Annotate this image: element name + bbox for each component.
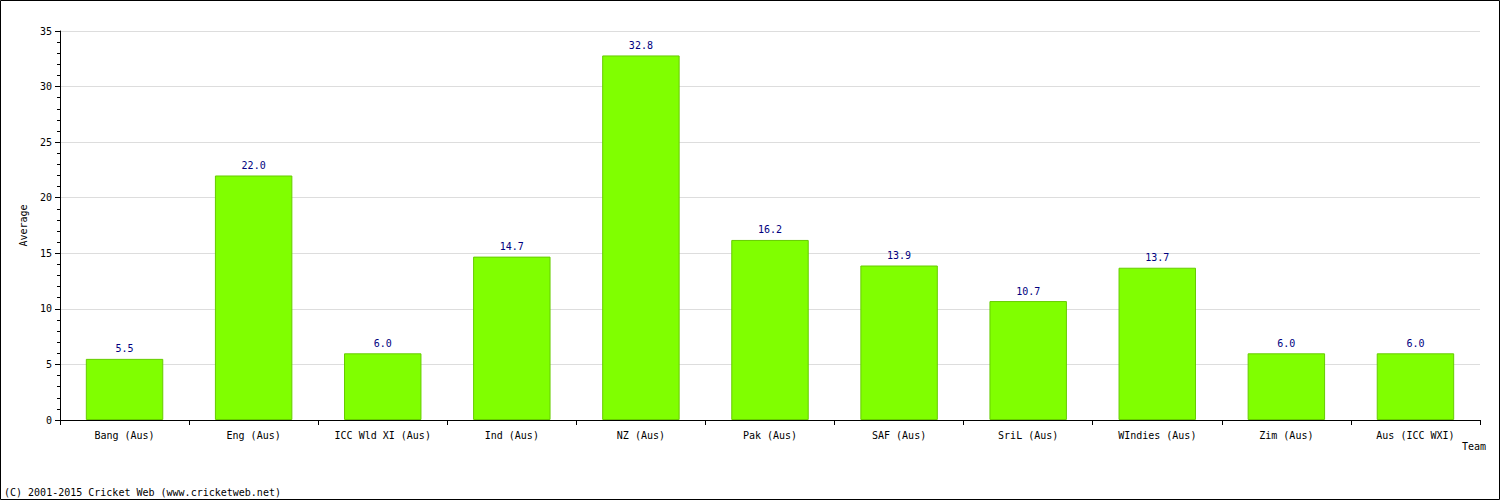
- svg-text:15: 15: [40, 248, 52, 259]
- svg-text:NZ (Aus): NZ (Aus): [617, 430, 665, 441]
- svg-text:25: 25: [40, 137, 52, 148]
- svg-text:WIndies (Aus): WIndies (Aus): [1118, 430, 1196, 441]
- svg-text:Eng (Aus): Eng (Aus): [227, 430, 281, 441]
- svg-text:Zim (Aus): Zim (Aus): [1259, 430, 1313, 441]
- svg-text:Ind (Aus): Ind (Aus): [485, 430, 539, 441]
- svg-text:Average: Average: [18, 204, 29, 246]
- svg-text:SAF (Aus): SAF (Aus): [872, 430, 926, 441]
- svg-text:6.0: 6.0: [1406, 338, 1424, 349]
- svg-text:Team: Team: [1462, 441, 1486, 452]
- svg-text:13.7: 13.7: [1145, 252, 1169, 263]
- svg-text:Aus (ICC WXI): Aus (ICC WXI): [1376, 430, 1454, 441]
- svg-text:6.0: 6.0: [1277, 338, 1295, 349]
- svg-text:0: 0: [46, 415, 52, 426]
- svg-text:35: 35: [40, 26, 52, 37]
- svg-text:22.0: 22.0: [242, 160, 266, 171]
- svg-text:SriL (Aus): SriL (Aus): [998, 430, 1058, 441]
- svg-text:Bang (Aus): Bang (Aus): [94, 430, 154, 441]
- svg-text:20: 20: [40, 192, 52, 203]
- svg-text:14.7: 14.7: [500, 241, 524, 252]
- svg-text:(C) 2001-2015 Cricket Web (www: (C) 2001-2015 Cricket Web (www.cricketwe…: [4, 487, 281, 498]
- svg-text:5: 5: [46, 359, 52, 370]
- svg-text:30: 30: [40, 81, 52, 92]
- svg-text:13.9: 13.9: [887, 250, 911, 261]
- svg-text:5.5: 5.5: [116, 343, 134, 354]
- svg-text:ICC Wld XI (Aus): ICC Wld XI (Aus): [335, 430, 431, 441]
- svg-text:Pak (Aus): Pak (Aus): [743, 430, 797, 441]
- svg-text:10: 10: [40, 303, 52, 314]
- svg-text:16.2: 16.2: [758, 224, 782, 235]
- svg-text:10.7: 10.7: [1016, 286, 1040, 297]
- svg-text:32.8: 32.8: [629, 40, 653, 51]
- svg-text:6.0: 6.0: [374, 338, 392, 349]
